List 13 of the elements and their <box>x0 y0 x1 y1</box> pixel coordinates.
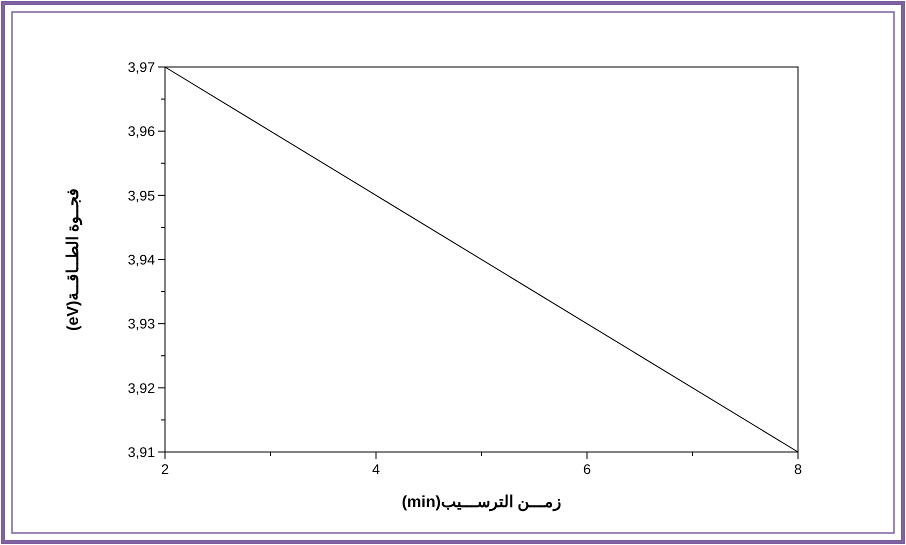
y-tick-label: 3,95 <box>128 187 156 204</box>
x-tick-label: 2 <box>161 461 170 477</box>
y-tick-label: 3,97 <box>128 59 156 75</box>
y-tick-label: 3,94 <box>128 252 156 268</box>
x-tick-label: 6 <box>583 461 592 477</box>
y-tick-label: 3,91 <box>128 444 156 460</box>
x-axis-title: زمـــن الترســـيب(min) <box>402 494 562 512</box>
y-axis-title: فجــوة الطــاقــة(eV) <box>65 188 83 331</box>
y-tick-label: 3,96 <box>128 123 156 140</box>
x-tick-label: 4 <box>372 461 380 477</box>
y-tick-label: 3,92 <box>128 380 156 396</box>
y-tick-label: 3,93 <box>128 316 156 332</box>
x-tick-label: 8 <box>794 461 802 477</box>
